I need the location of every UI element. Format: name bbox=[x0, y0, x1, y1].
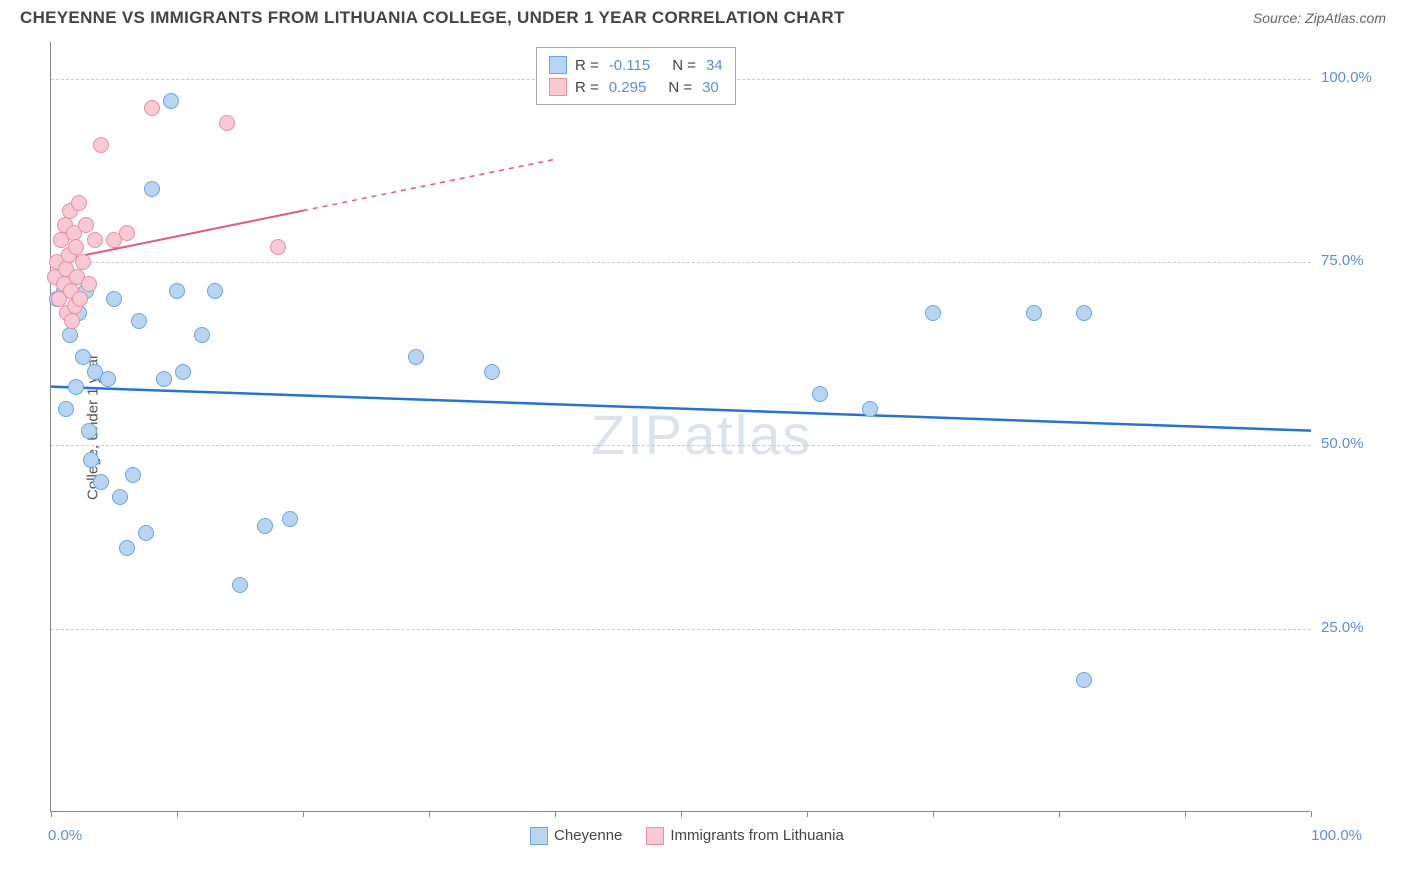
source-label: Source: ZipAtlas.com bbox=[1253, 10, 1386, 26]
data-point bbox=[75, 254, 91, 270]
x-axis-tick bbox=[807, 811, 808, 817]
data-point bbox=[68, 239, 84, 255]
data-point bbox=[232, 577, 248, 593]
legend-swatch bbox=[549, 78, 567, 96]
data-point bbox=[75, 349, 91, 365]
plot-area: ZIPatlas 25.0%50.0%75.0%100.0%R = -0.115… bbox=[50, 42, 1310, 812]
data-point bbox=[112, 489, 128, 505]
data-point bbox=[169, 283, 185, 299]
y-axis-tick-label: 100.0% bbox=[1321, 69, 1372, 86]
data-point bbox=[812, 386, 828, 402]
data-point bbox=[408, 349, 424, 365]
data-point bbox=[64, 313, 80, 329]
y-axis-tick-label: 50.0% bbox=[1321, 435, 1364, 452]
data-point bbox=[71, 195, 87, 211]
x-axis-tick bbox=[177, 811, 178, 817]
data-point bbox=[68, 379, 84, 395]
x-axis-tick bbox=[51, 811, 52, 817]
correlation-legend: R = -0.115 N = 34 R = 0.295 N = 30 bbox=[536, 47, 736, 105]
x-axis-tick bbox=[1311, 811, 1312, 817]
header: CHEYENNE VS IMMIGRANTS FROM LITHUANIA CO… bbox=[0, 0, 1406, 32]
data-point bbox=[257, 518, 273, 534]
data-point bbox=[862, 401, 878, 417]
legend-series-name: Cheyenne bbox=[554, 827, 622, 844]
data-point bbox=[270, 239, 286, 255]
data-point bbox=[484, 364, 500, 380]
data-point bbox=[81, 276, 97, 292]
data-point bbox=[1026, 305, 1042, 321]
bottom-legend-item: Immigrants from Lithuania bbox=[646, 827, 843, 845]
data-point bbox=[1076, 672, 1092, 688]
data-point bbox=[93, 137, 109, 153]
legend-swatch bbox=[549, 56, 567, 74]
legend-series-name: Immigrants from Lithuania bbox=[670, 827, 843, 844]
data-point bbox=[156, 371, 172, 387]
legend-swatch bbox=[530, 827, 548, 845]
source-name: ZipAtlas.com bbox=[1305, 10, 1386, 26]
trend-line bbox=[51, 387, 1311, 431]
legend-n-value: 34 bbox=[706, 57, 723, 74]
data-point bbox=[925, 305, 941, 321]
x-axis-label-min: 0.0% bbox=[48, 827, 82, 844]
trend-line bbox=[303, 159, 555, 210]
legend-swatch bbox=[646, 827, 664, 845]
legend-n-label: N = bbox=[672, 57, 696, 74]
x-axis-label-max: 100.0% bbox=[1311, 827, 1362, 844]
y-axis-tick-label: 75.0% bbox=[1321, 252, 1364, 269]
data-point bbox=[194, 327, 210, 343]
watermark: ZIPatlas bbox=[591, 402, 812, 467]
data-point bbox=[106, 291, 122, 307]
bottom-legend: Cheyenne Immigrants from Lithuania bbox=[530, 827, 844, 845]
gridline-h bbox=[51, 629, 1311, 630]
gridline-h bbox=[51, 445, 1311, 446]
x-axis-tick bbox=[429, 811, 430, 817]
legend-r-value: -0.115 bbox=[609, 57, 650, 74]
data-point bbox=[219, 115, 235, 131]
legend-row: R = -0.115 N = 34 bbox=[549, 54, 723, 76]
data-point bbox=[93, 474, 109, 490]
data-point bbox=[62, 327, 78, 343]
bottom-legend-item: Cheyenne bbox=[530, 827, 622, 845]
data-point bbox=[87, 232, 103, 248]
data-point bbox=[100, 371, 116, 387]
gridline-h bbox=[51, 262, 1311, 263]
data-point bbox=[207, 283, 223, 299]
data-point bbox=[78, 217, 94, 233]
data-point bbox=[119, 540, 135, 556]
x-axis-tick bbox=[555, 811, 556, 817]
data-point bbox=[163, 93, 179, 109]
data-point bbox=[125, 467, 141, 483]
data-point bbox=[83, 452, 99, 468]
data-point bbox=[175, 364, 191, 380]
source-prefix: Source: bbox=[1253, 10, 1305, 26]
x-axis-tick bbox=[1185, 811, 1186, 817]
legend-n-value: 30 bbox=[702, 79, 719, 96]
data-point bbox=[119, 225, 135, 241]
legend-row: R = 0.295 N = 30 bbox=[549, 76, 723, 98]
data-point bbox=[138, 525, 154, 541]
data-point bbox=[144, 100, 160, 116]
x-axis-tick bbox=[303, 811, 304, 817]
legend-r-label: R = bbox=[575, 57, 599, 74]
x-axis-tick bbox=[681, 811, 682, 817]
data-point bbox=[1076, 305, 1092, 321]
chart-title: CHEYENNE VS IMMIGRANTS FROM LITHUANIA CO… bbox=[20, 8, 845, 28]
data-point bbox=[282, 511, 298, 527]
legend-n-label: N = bbox=[668, 79, 692, 96]
data-point bbox=[131, 313, 147, 329]
chart-container: College, Under 1 year ZIPatlas 25.0%50.0… bbox=[50, 42, 1380, 812]
data-point bbox=[144, 181, 160, 197]
legend-r-value: 0.295 bbox=[609, 79, 647, 96]
y-axis-tick-label: 25.0% bbox=[1321, 619, 1364, 636]
x-axis-tick bbox=[933, 811, 934, 817]
data-point bbox=[81, 423, 97, 439]
x-axis-tick bbox=[1059, 811, 1060, 817]
data-point bbox=[58, 401, 74, 417]
legend-r-label: R = bbox=[575, 79, 599, 96]
trend-lines-svg bbox=[51, 42, 1311, 812]
data-point bbox=[72, 291, 88, 307]
